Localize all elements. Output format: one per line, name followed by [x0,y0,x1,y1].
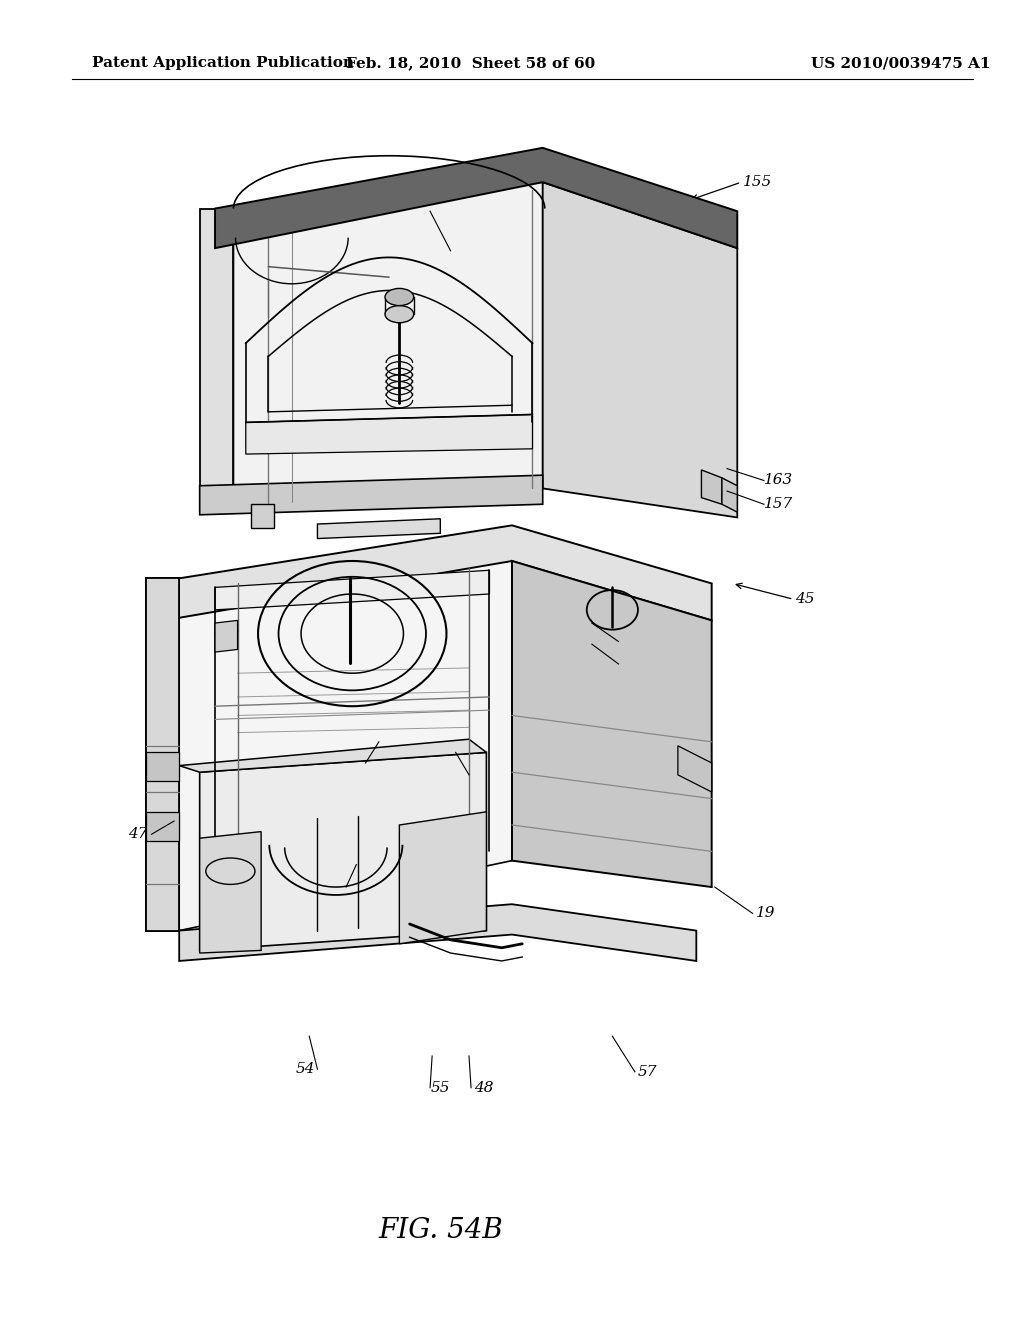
Polygon shape [251,504,274,528]
Polygon shape [543,182,737,517]
Text: 57: 57 [637,1065,657,1078]
Polygon shape [179,739,486,772]
Text: 47: 47 [128,828,148,841]
Polygon shape [701,470,722,504]
Ellipse shape [385,305,414,323]
Text: 15: 15 [468,768,488,781]
Text: FIG. 54B: FIG. 54B [378,1217,503,1243]
Polygon shape [146,578,179,931]
Polygon shape [146,812,179,841]
Ellipse shape [385,289,414,306]
Text: 157: 157 [764,498,793,511]
Polygon shape [200,209,233,504]
Polygon shape [215,148,737,248]
Polygon shape [164,525,712,620]
Polygon shape [233,182,543,504]
Polygon shape [512,561,712,887]
Polygon shape [399,812,486,944]
Polygon shape [179,904,696,961]
Polygon shape [246,414,532,454]
Polygon shape [215,570,489,610]
Text: Patent Application Publication: Patent Application Publication [92,57,354,70]
Text: 155: 155 [743,176,772,189]
Polygon shape [722,478,737,512]
Polygon shape [146,578,179,931]
Text: 54: 54 [295,1063,315,1076]
Ellipse shape [206,858,255,884]
Text: 55: 55 [430,1081,451,1094]
Polygon shape [215,620,238,652]
Text: 164: 164 [616,635,645,648]
Text: 16: 16 [324,880,344,894]
Polygon shape [179,561,512,931]
Text: 49: 49 [343,756,364,770]
Text: 188: 188 [449,244,477,257]
Polygon shape [200,832,261,953]
Polygon shape [200,752,486,950]
Polygon shape [317,519,440,539]
Text: Feb. 18, 2010  Sheet 58 of 60: Feb. 18, 2010 Sheet 58 of 60 [346,57,596,70]
Text: 19: 19 [756,907,776,920]
Text: 158: 158 [616,657,645,671]
Text: US 2010/0039475 A1: US 2010/0039475 A1 [811,57,991,70]
Text: 45: 45 [795,593,815,606]
Polygon shape [146,752,179,781]
Polygon shape [678,746,712,792]
Text: 163: 163 [764,474,793,487]
Text: 48: 48 [473,1081,494,1094]
Polygon shape [200,475,543,515]
